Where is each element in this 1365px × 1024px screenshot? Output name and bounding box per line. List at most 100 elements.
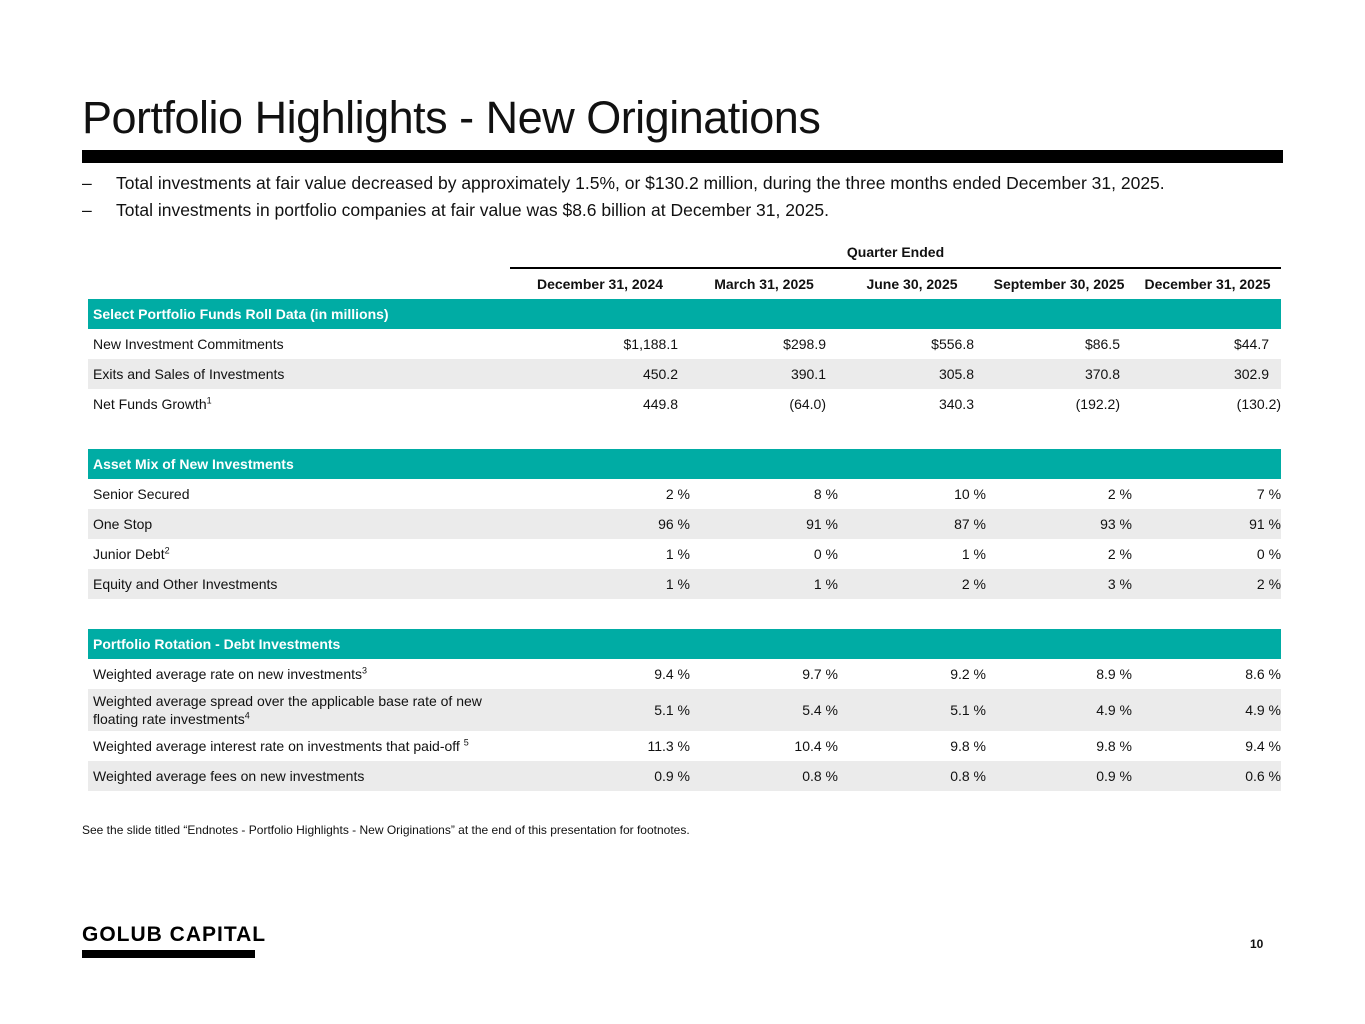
table-cell: 1 % <box>690 569 838 599</box>
row-label: Weighted average interest rate on invest… <box>93 737 469 754</box>
table-cell: 11.3 % <box>647 738 690 754</box>
table-cell: 87 % <box>838 509 986 539</box>
column-header: June 30, 2025 <box>866 276 958 292</box>
company-logo: GOLUB CAPITAL <box>82 923 267 946</box>
table-cell: $1,188.1 <box>623 336 679 352</box>
table-cell: 96 % <box>510 509 690 539</box>
table-cell: $556.8 <box>931 336 974 352</box>
table-cell: $44.7 <box>1233 336 1270 352</box>
table-row: Weighted average fees on new investments… <box>88 761 1282 791</box>
logo-underline <box>82 950 255 958</box>
section-title: Asset Mix of New Investments <box>88 449 1282 479</box>
table-cell: 340.3 <box>938 396 974 412</box>
table-cell: (192.2) <box>1075 396 1120 412</box>
column-header: March 31, 2025 <box>714 276 814 292</box>
footnote: See the slide titled “Endnotes - Portfol… <box>82 823 690 837</box>
table-cell: 390.1 <box>690 359 838 389</box>
table-cell: (64.0) <box>789 396 826 412</box>
bullet-text: Total investments in portfolio companies… <box>116 200 830 220</box>
section-header: Select Portfolio Funds Roll Data (in mil… <box>88 299 1282 329</box>
table-row: Junior Debt2 1 % 0 % 1 % 2 % 0 % <box>88 539 1281 569</box>
page-title: Portfolio Highlights - New Originations <box>82 92 821 143</box>
table-cell: 2 % <box>1132 569 1282 599</box>
table-row: New Investment Commitments $1,188.1 $298… <box>88 329 1281 359</box>
section-title: Select Portfolio Funds Roll Data (in mil… <box>88 299 1282 329</box>
section-header: Portfolio Rotation - Debt Investments <box>88 629 1282 659</box>
table-row: Equity and Other Investments 1 % 1 % 2 %… <box>88 569 1282 599</box>
table-cell: 0 % <box>813 546 838 562</box>
row-label: Equity and Other Investments <box>88 569 510 599</box>
column-header: December 31, 2025 <box>1144 276 1271 292</box>
table-cell: 0.6 % <box>1132 761 1282 791</box>
bullet-item: – Total investments at fair value decreas… <box>82 170 1165 197</box>
table-cell: 9.7 % <box>802 666 838 682</box>
table-cell: 305.8 <box>838 359 986 389</box>
table-cell: 10.4 % <box>794 738 838 754</box>
table-cell: 2 % <box>838 569 986 599</box>
table-cell: 10 % <box>954 486 986 502</box>
table-cell: 2 % <box>665 486 690 502</box>
bullet-dash: – <box>82 200 92 220</box>
table-cell: 5.1 % <box>510 689 690 731</box>
table-row: Weighted average rate on new investments… <box>88 659 1281 689</box>
table-cell: 4.9 % <box>986 689 1132 731</box>
bullet-text: Total investments at fair value decrease… <box>116 173 1165 193</box>
row-label: Senior Secured <box>93 486 190 502</box>
table-cell: (130.2) <box>1236 396 1282 412</box>
table-cell: 0.9 % <box>510 761 690 791</box>
table-cell: 1 % <box>961 546 986 562</box>
table-cell: 8.6 % <box>1245 666 1282 682</box>
table-cell: 8.9 % <box>1096 666 1132 682</box>
table-cell: 450.2 <box>510 359 690 389</box>
table-row: Senior Secured 2 % 8 % 10 % 2 % 7 % <box>88 479 1281 509</box>
row-label: Weighted average spread over the applica… <box>88 689 510 731</box>
table-cell: $86.5 <box>1084 336 1120 352</box>
table-cell: 0.8 % <box>838 761 986 791</box>
table-row: Exits and Sales of Investments 450.2 390… <box>88 359 1282 389</box>
table-cell: 449.8 <box>642 396 678 412</box>
table-cell: 91 % <box>1132 509 1282 539</box>
table-cell: 0 % <box>1256 546 1282 562</box>
column-header: September 30, 2025 <box>993 276 1125 292</box>
table-cell: 302.9 <box>1132 359 1282 389</box>
table-cell: 1 % <box>665 546 690 562</box>
row-label: Weighted average fees on new investments <box>88 761 510 791</box>
table-row: Weighted average spread over the applica… <box>88 689 1282 731</box>
section-header: Asset Mix of New Investments <box>88 449 1282 479</box>
bullet-list: – Total investments at fair value decreas… <box>82 170 1165 224</box>
table-cell: 1 % <box>510 569 690 599</box>
table-cell: 3 % <box>986 569 1132 599</box>
row-label: Net Funds Growth1 <box>93 395 212 412</box>
spacer-row <box>88 419 1282 449</box>
row-label: Exits and Sales of Investments <box>88 359 510 389</box>
table-cell: 5.4 % <box>690 689 838 731</box>
table-cell: 9.4 % <box>1245 738 1282 754</box>
table-row: Weighted average interest rate on invest… <box>88 731 1281 761</box>
quarter-ended-header: Quarter Ended <box>846 244 945 260</box>
bullet-dash: – <box>82 173 92 193</box>
table-cell: 9.2 % <box>950 666 986 682</box>
table-cell: $298.9 <box>783 336 826 352</box>
table-cell: 93 % <box>986 509 1132 539</box>
row-label: Weighted average rate on new investments… <box>93 665 368 682</box>
table-cell: 370.8 <box>986 359 1132 389</box>
table-cell: 9.8 % <box>950 738 986 754</box>
table-cell: 2 % <box>1107 486 1132 502</box>
section-title: Portfolio Rotation - Debt Investments <box>88 629 1282 659</box>
page-number: 10 <box>1250 937 1264 951</box>
column-header: December 31, 2024 <box>536 276 664 292</box>
table-cell: 0.9 % <box>986 761 1132 791</box>
bullet-item: – Total investments in portfolio companie… <box>82 197 1165 224</box>
table-cell: 8 % <box>813 486 838 502</box>
quarter-ended-rule <box>510 267 1281 269</box>
portfolio-table: Select Portfolio Funds Roll Data (in mil… <box>88 299 1282 791</box>
row-label: One Stop <box>88 509 510 539</box>
table-cell: 7 % <box>1256 486 1282 502</box>
table-cell: 4.9 % <box>1132 689 1282 731</box>
table-cell: 9.4 % <box>654 666 690 682</box>
row-label: Junior Debt2 <box>93 545 170 562</box>
spacer-row <box>88 599 1282 629</box>
table-cell: 9.8 % <box>1096 738 1132 754</box>
table-cell: 91 % <box>690 509 838 539</box>
table-row: One Stop 96 % 91 % 87 % 93 % 91 % <box>88 509 1282 539</box>
